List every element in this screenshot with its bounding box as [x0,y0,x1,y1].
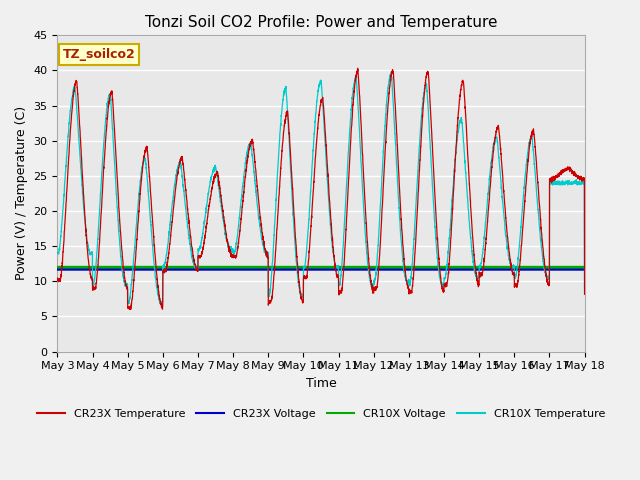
X-axis label: Time: Time [306,377,337,390]
Y-axis label: Power (V) / Temperature (C): Power (V) / Temperature (C) [15,107,28,280]
Title: Tonzi Soil CO2 Profile: Power and Temperature: Tonzi Soil CO2 Profile: Power and Temper… [145,15,497,30]
Text: TZ_soilco2: TZ_soilco2 [63,48,136,61]
Legend: CR23X Temperature, CR23X Voltage, CR10X Voltage, CR10X Temperature: CR23X Temperature, CR23X Voltage, CR10X … [33,405,609,423]
